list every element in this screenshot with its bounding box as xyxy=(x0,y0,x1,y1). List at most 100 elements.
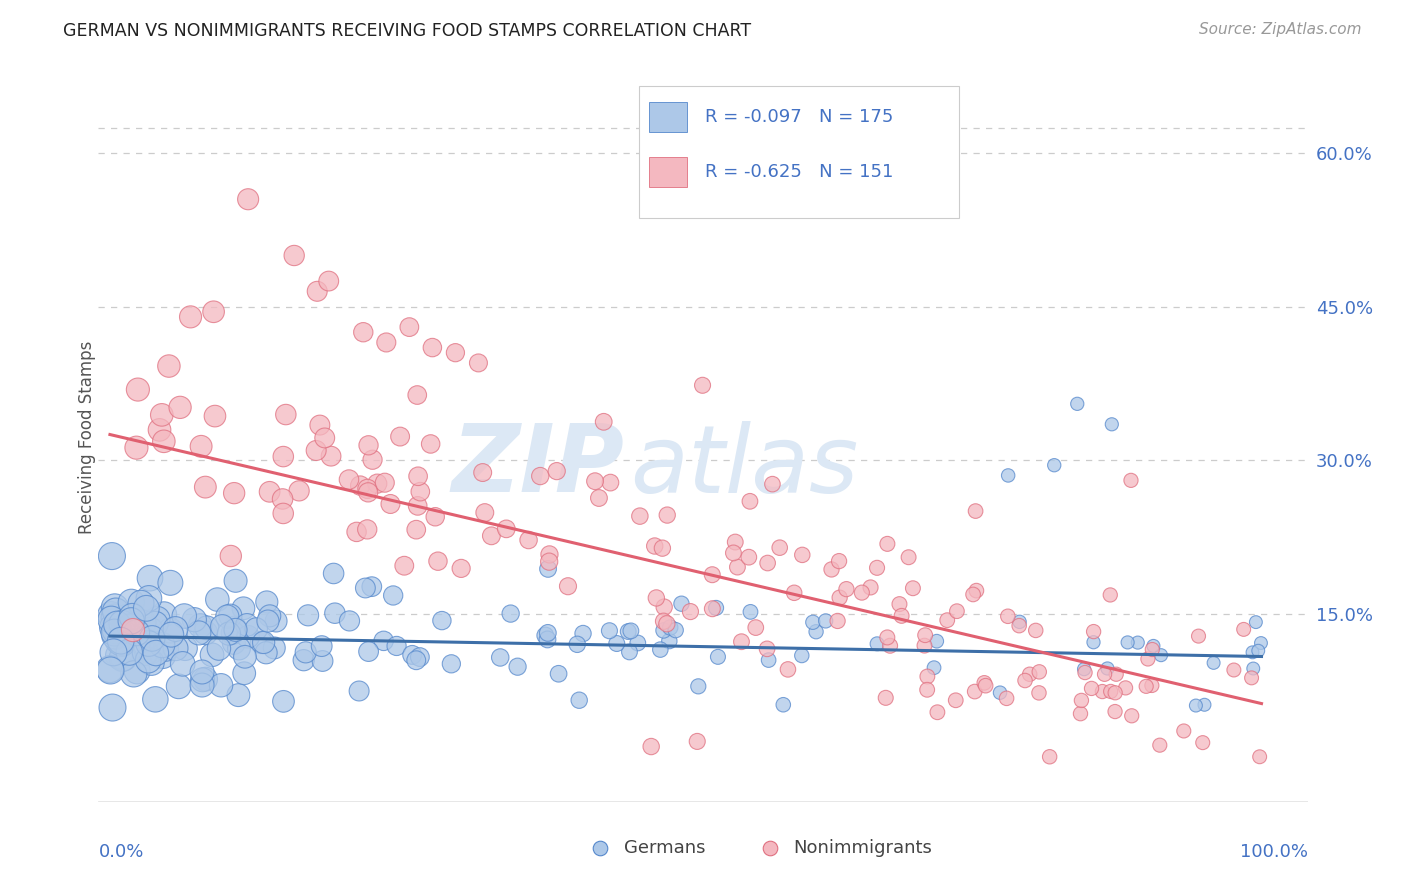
Point xyxy=(165,641,187,656)
Point xyxy=(148,423,170,437)
Point xyxy=(876,537,898,551)
Point xyxy=(567,637,589,651)
Point xyxy=(191,673,214,687)
Point xyxy=(1191,736,1213,750)
Point xyxy=(652,614,675,628)
Point xyxy=(120,620,142,634)
Point xyxy=(1233,623,1256,637)
Point xyxy=(127,664,149,678)
Point xyxy=(756,556,779,570)
Point xyxy=(820,562,842,576)
Point xyxy=(374,475,396,490)
Point xyxy=(1223,663,1246,677)
Point xyxy=(305,443,328,458)
Point xyxy=(588,491,610,505)
Point xyxy=(936,613,959,627)
Point xyxy=(271,507,294,521)
Point xyxy=(761,477,783,491)
Point xyxy=(538,555,561,569)
Point xyxy=(450,561,472,575)
Point xyxy=(259,608,281,623)
Text: Nonimmigrants: Nonimmigrants xyxy=(793,839,932,857)
Point xyxy=(925,634,948,648)
Point xyxy=(730,634,752,648)
Point xyxy=(988,686,1011,700)
Point xyxy=(125,625,148,640)
Point xyxy=(405,653,427,667)
Point xyxy=(1105,667,1128,681)
Point xyxy=(349,478,371,492)
Point xyxy=(655,616,678,631)
Point xyxy=(356,482,378,496)
Point xyxy=(973,676,995,690)
Point xyxy=(419,437,441,451)
Point xyxy=(356,522,378,536)
Point xyxy=(361,452,384,467)
Point xyxy=(188,618,211,632)
Point xyxy=(190,439,212,453)
Point xyxy=(273,694,295,708)
Point xyxy=(318,274,340,288)
Point xyxy=(159,624,181,638)
Point xyxy=(724,535,747,549)
Point xyxy=(617,624,640,639)
Point xyxy=(914,628,936,642)
Point xyxy=(224,621,246,635)
Point xyxy=(425,509,447,524)
Point xyxy=(339,614,361,628)
Point xyxy=(1014,673,1036,688)
Point xyxy=(252,635,274,649)
Point xyxy=(1249,749,1271,764)
Point xyxy=(995,691,1018,706)
Point xyxy=(172,657,194,671)
Point xyxy=(440,657,463,671)
Point xyxy=(139,571,162,585)
Point xyxy=(346,524,368,539)
Point xyxy=(1140,678,1163,692)
Point xyxy=(100,613,122,627)
Point xyxy=(146,612,169,626)
Point xyxy=(110,633,132,648)
Point xyxy=(1083,624,1105,639)
Point xyxy=(271,491,294,506)
Point xyxy=(311,654,333,668)
Point xyxy=(917,669,939,683)
Point xyxy=(228,688,250,702)
Text: atlas: atlas xyxy=(630,421,859,512)
Point xyxy=(1018,667,1040,681)
Point xyxy=(101,700,124,714)
Point xyxy=(373,633,395,648)
Point xyxy=(406,469,429,483)
Point xyxy=(495,522,517,536)
Point xyxy=(357,438,380,452)
Point xyxy=(134,646,156,660)
Point xyxy=(191,678,214,692)
Point xyxy=(308,418,330,433)
Point xyxy=(274,408,297,422)
Point xyxy=(997,468,1019,483)
Point xyxy=(1101,417,1123,432)
Point xyxy=(758,653,780,667)
Point xyxy=(236,192,259,206)
Point xyxy=(537,626,560,640)
Text: 100.0%: 100.0% xyxy=(1240,843,1308,861)
Point xyxy=(250,635,273,649)
Point xyxy=(294,645,316,659)
Point xyxy=(1244,615,1267,629)
Text: Germans: Germans xyxy=(624,839,706,857)
Point xyxy=(583,474,606,488)
Point xyxy=(1080,681,1102,696)
Point xyxy=(897,550,920,565)
Point xyxy=(107,633,129,648)
Point xyxy=(1028,686,1050,700)
Point xyxy=(115,610,138,624)
FancyBboxPatch shape xyxy=(648,102,688,132)
Point xyxy=(136,653,159,667)
Point xyxy=(576,823,599,838)
Point xyxy=(135,601,157,615)
Point xyxy=(876,631,898,645)
Point xyxy=(354,581,377,595)
Point xyxy=(422,341,444,355)
Point xyxy=(1119,474,1142,488)
Point xyxy=(138,591,160,606)
